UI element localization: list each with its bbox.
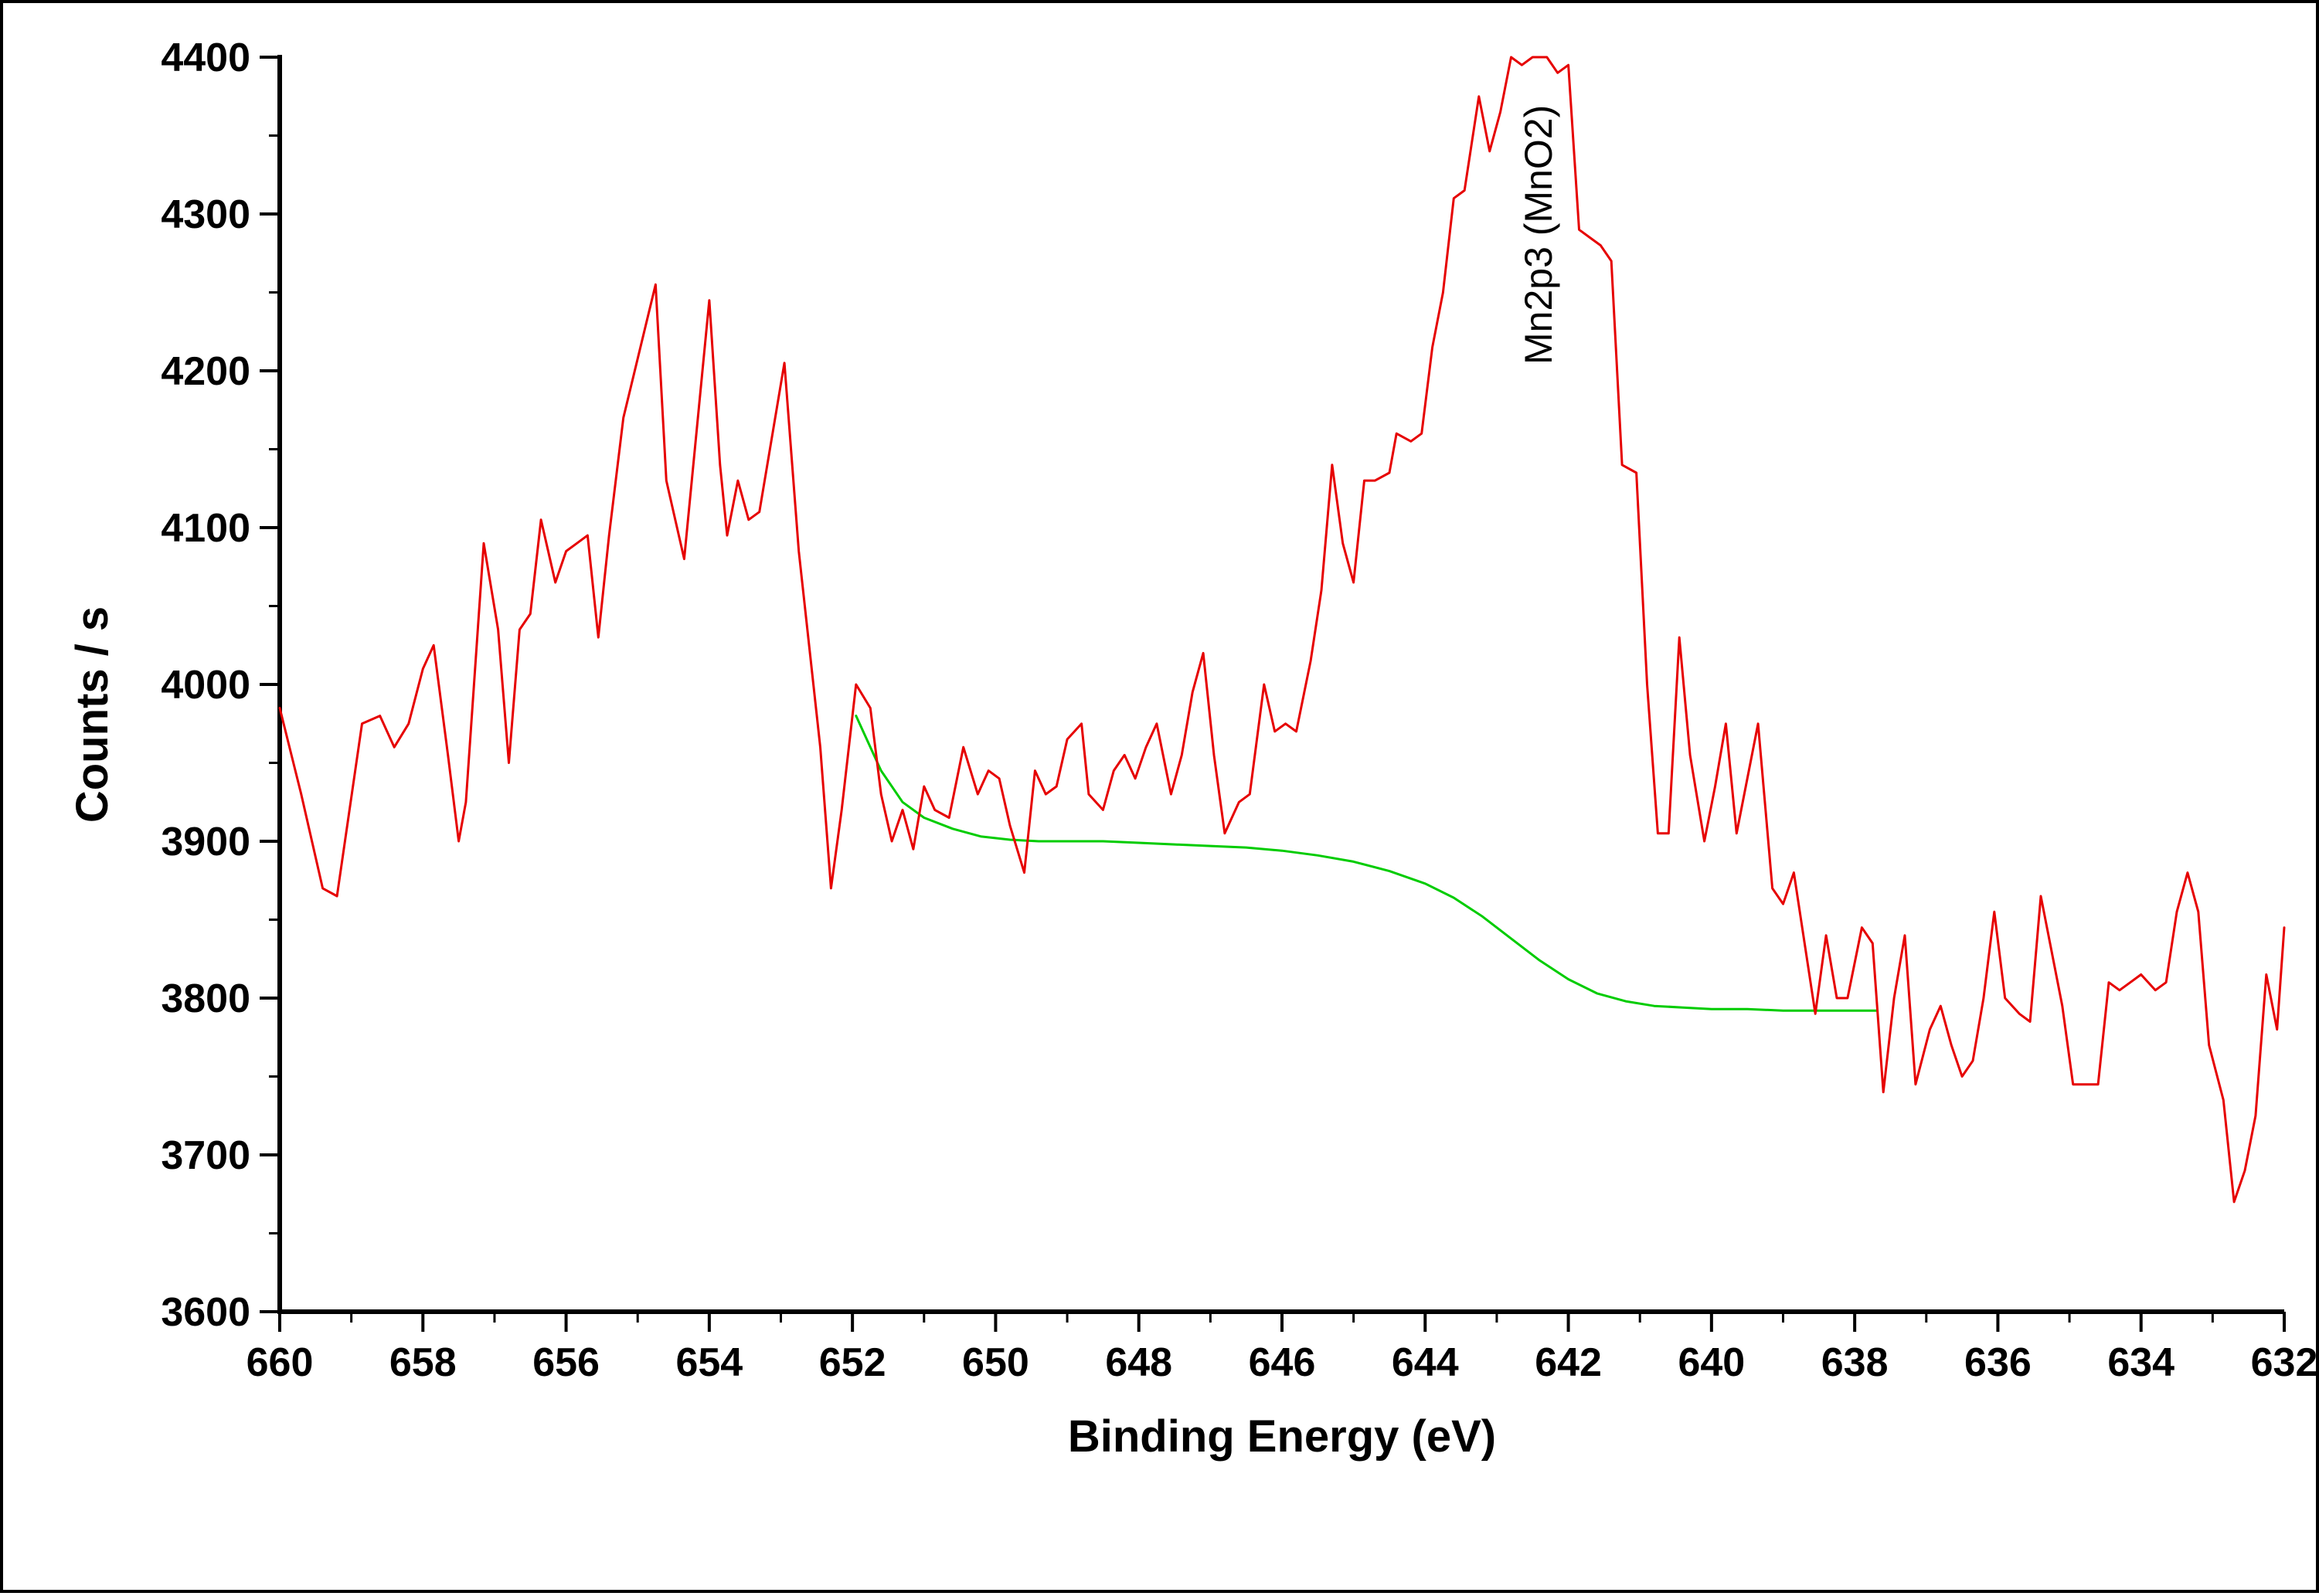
background-line <box>855 715 1878 1012</box>
y-tick-label: 3700 <box>161 1133 250 1178</box>
x-tick-label: 658 <box>389 1340 457 1385</box>
y-tick-label: 4400 <box>161 36 250 80</box>
x-tick-label: 636 <box>1964 1340 2032 1385</box>
x-tick-label: 644 <box>1392 1340 1459 1385</box>
x-tick-label: 642 <box>1535 1340 1602 1385</box>
x-tick-label: 646 <box>1249 1340 1316 1385</box>
peak-annotation-label: Mn2p3 (MnO2) <box>1517 104 1560 365</box>
x-tick-label: 650 <box>962 1340 1029 1385</box>
x-tick-label: 654 <box>675 1340 743 1385</box>
y-axis-title: Counts / s <box>67 606 117 823</box>
x-axis-title: Binding Energy (eV) <box>1067 1411 1497 1462</box>
y-tick-label: 4100 <box>161 506 250 551</box>
y-tick-label: 4200 <box>161 349 250 394</box>
x-tick-label: 638 <box>1821 1340 1889 1385</box>
y-tick-label: 3900 <box>161 820 250 864</box>
x-tick-label: 632 <box>2251 1340 2318 1385</box>
x-tick-label: 656 <box>532 1340 600 1385</box>
y-tick-label: 4000 <box>161 663 250 708</box>
x-tick-label: 652 <box>819 1340 886 1385</box>
chart-canvas: 660 658 656 654 652 650 648 646 644 642 640 638 636 6… <box>161 36 2318 1385</box>
x-tick-label: 634 <box>2107 1340 2174 1385</box>
x-tick-label: 660 <box>247 1340 314 1385</box>
x-tick-label: 640 <box>1678 1340 1745 1385</box>
y-tick-label: 3600 <box>161 1290 250 1335</box>
spectrum-line <box>278 56 2286 1204</box>
y-tick-label: 4300 <box>161 192 250 237</box>
x-tick-label: 648 <box>1105 1340 1172 1385</box>
y-tick-label: 3800 <box>161 976 250 1021</box>
